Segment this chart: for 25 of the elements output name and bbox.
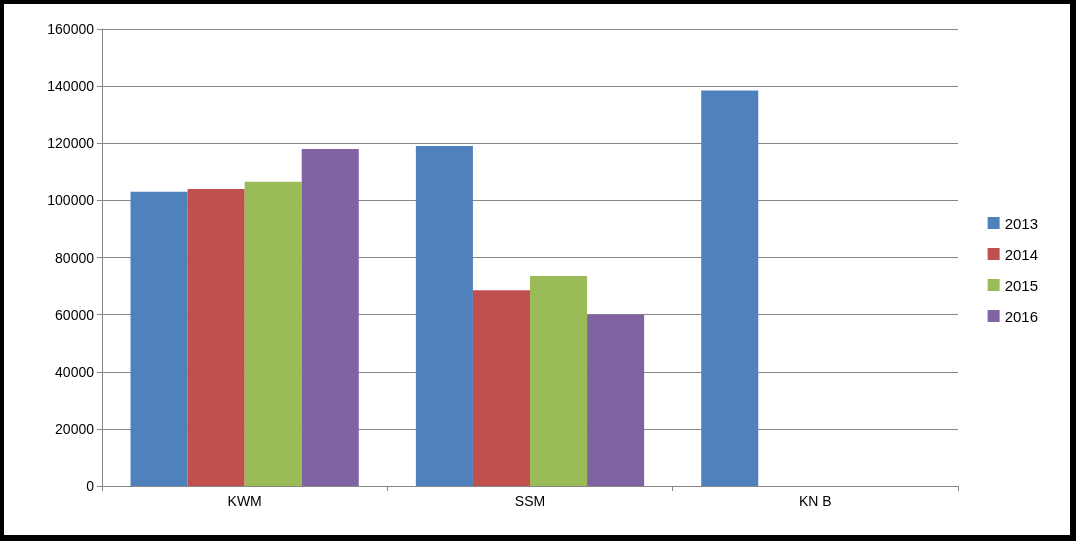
- bar: [530, 276, 588, 486]
- y-tick-label: 20000: [55, 420, 95, 437]
- bar: [244, 181, 302, 486]
- y-tick-label: 80000: [55, 249, 95, 266]
- y-tick-label: 60000: [55, 306, 95, 323]
- y-tick-label: 40000: [55, 363, 95, 380]
- y-tick-label: 160000: [47, 21, 95, 37]
- x-tick-label: KN B: [798, 493, 832, 509]
- bar: [130, 191, 188, 486]
- bar: [472, 290, 530, 486]
- bar: [587, 314, 645, 486]
- bar: [701, 90, 759, 486]
- legend-label: 2016: [1004, 307, 1039, 325]
- y-tick-label: 140000: [47, 78, 95, 95]
- legend-label: 2014: [1004, 245, 1039, 263]
- y-tick-label: 120000: [47, 135, 95, 152]
- y-tick-label: 100000: [47, 192, 95, 209]
- legend-label: 2015: [1004, 276, 1039, 294]
- x-tick-label: SSM: [514, 493, 546, 509]
- bar: [415, 146, 473, 486]
- legend-label: 2013: [1004, 214, 1039, 232]
- bar: [301, 148, 359, 486]
- y-tick-label: 0: [86, 478, 95, 494]
- x-tick-label: KWM: [227, 493, 262, 509]
- bar: [187, 188, 245, 486]
